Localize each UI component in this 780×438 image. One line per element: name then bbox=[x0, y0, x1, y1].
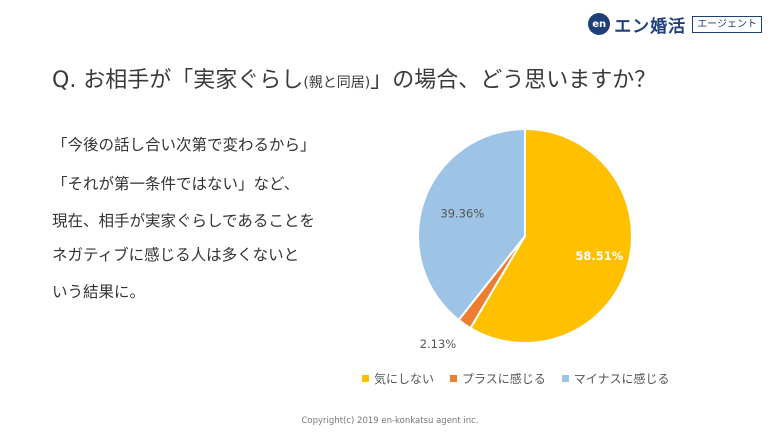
pie-slice-3 bbox=[417, 127, 526, 322]
legend-swatch bbox=[362, 375, 369, 382]
pie-chart: 58.51% 2.13% 39.36% bbox=[400, 118, 650, 358]
pie-data-label: 39.36% bbox=[440, 207, 484, 221]
pie-slice-1 bbox=[469, 127, 633, 344]
question-title: Q. お相手が「実家ぐらし(親と同居)」の場合、どう思いますか？ bbox=[52, 62, 656, 94]
legend-item: マイナスに感じる bbox=[561, 370, 670, 387]
copyright-text: Copyright(c) 2019 en-konkatsu agent inc. bbox=[301, 416, 479, 426]
brand-subtitle: エージェント bbox=[692, 15, 762, 33]
pie-data-label: 58.51% bbox=[575, 249, 623, 263]
question-paren: (親と同居) bbox=[303, 75, 371, 91]
body-line: いう結果に。 bbox=[52, 283, 146, 301]
brand-logo: en エン婚活 エージェント bbox=[588, 12, 762, 37]
legend-item: プラスに感じる bbox=[450, 370, 546, 387]
en-logo-icon: en bbox=[588, 13, 611, 35]
legend-label: 気にしない bbox=[374, 372, 435, 386]
legend-swatch bbox=[450, 375, 458, 382]
body-line: 「今後の話し合い次第で変わるから」 bbox=[52, 136, 316, 154]
pie-data-label: 2.13% bbox=[420, 337, 457, 351]
chart-legend: 気にしない プラスに感じる マイナスに感じる bbox=[362, 370, 686, 387]
question-rest: 」の場合、どう思いますか？ bbox=[370, 68, 657, 93]
question-main: Q. お相手が「実家ぐらし bbox=[52, 68, 304, 93]
body-line: ネガティブに感じる人は多くないと bbox=[52, 246, 300, 264]
pie-chart-svg: 58.51% 2.13% 39.36% bbox=[417, 127, 633, 351]
legend-swatch bbox=[561, 375, 569, 382]
body-line: 「それが第一条件ではない」など、 bbox=[52, 175, 300, 193]
body-line: 現在、相手が実家ぐらしであることを bbox=[52, 212, 315, 230]
brand-name: エン婚活 bbox=[614, 16, 687, 37]
legend-label: マイナスに感じる bbox=[573, 372, 670, 386]
legend-label: プラスに感じる bbox=[462, 372, 546, 386]
legend-item: 気にしない bbox=[362, 370, 434, 387]
